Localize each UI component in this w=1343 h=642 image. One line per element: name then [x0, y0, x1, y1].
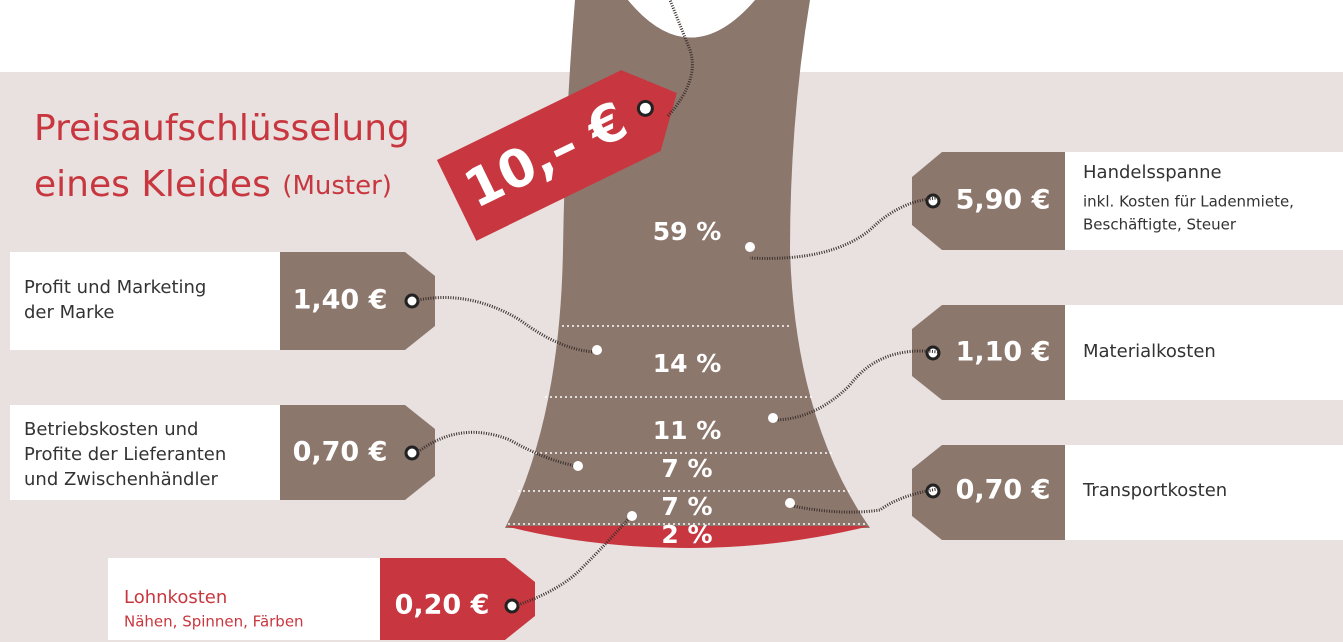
- label: der Marke: [24, 302, 114, 323]
- price: 1,40 €: [293, 285, 388, 316]
- percent: 7 %: [661, 454, 712, 483]
- percent: 59 %: [653, 217, 722, 246]
- label: Lohnkosten: [124, 587, 227, 608]
- percent: 14 %: [653, 349, 722, 378]
- price: 0,70 €: [956, 475, 1051, 506]
- label: Materialkosten: [1083, 341, 1216, 362]
- detail: inkl. Kosten für Ladenmiete,: [1083, 193, 1294, 211]
- label: Profite der Lieferanten: [24, 444, 226, 465]
- tag-hole: [406, 447, 418, 459]
- percent: 11 %: [653, 416, 722, 445]
- infographic: 59 % 14 % 11 % 7 % 7 % 2 % Preisaufschlü…: [0, 0, 1343, 642]
- label-box: [10, 252, 280, 350]
- label: Handelsspanne: [1083, 162, 1222, 183]
- title-line: eines Kleides: [34, 164, 271, 205]
- price: 0,70 €: [293, 437, 388, 468]
- title: Preisaufschlüsselung: [34, 108, 410, 149]
- label: Transportkosten: [1082, 480, 1227, 501]
- tag-hole: [406, 295, 418, 307]
- label: Profit und Marketing: [24, 277, 206, 298]
- detail: Beschäftigte, Steuer: [1083, 216, 1237, 234]
- price: 1,10 €: [956, 337, 1051, 368]
- price: 5,90 €: [956, 185, 1051, 216]
- label: Betriebskosten und: [24, 419, 198, 440]
- title-note: (Muster): [282, 171, 392, 201]
- percent: 2 %: [661, 520, 712, 549]
- title: eines Kleides (Muster): [34, 164, 392, 205]
- detail: Nähen, Spinnen, Färben: [124, 613, 304, 631]
- tag-hole: [506, 600, 518, 612]
- percent: 7 %: [661, 492, 712, 521]
- label: und Zwischenhändler: [24, 469, 219, 490]
- price: 0,20 €: [395, 590, 490, 621]
